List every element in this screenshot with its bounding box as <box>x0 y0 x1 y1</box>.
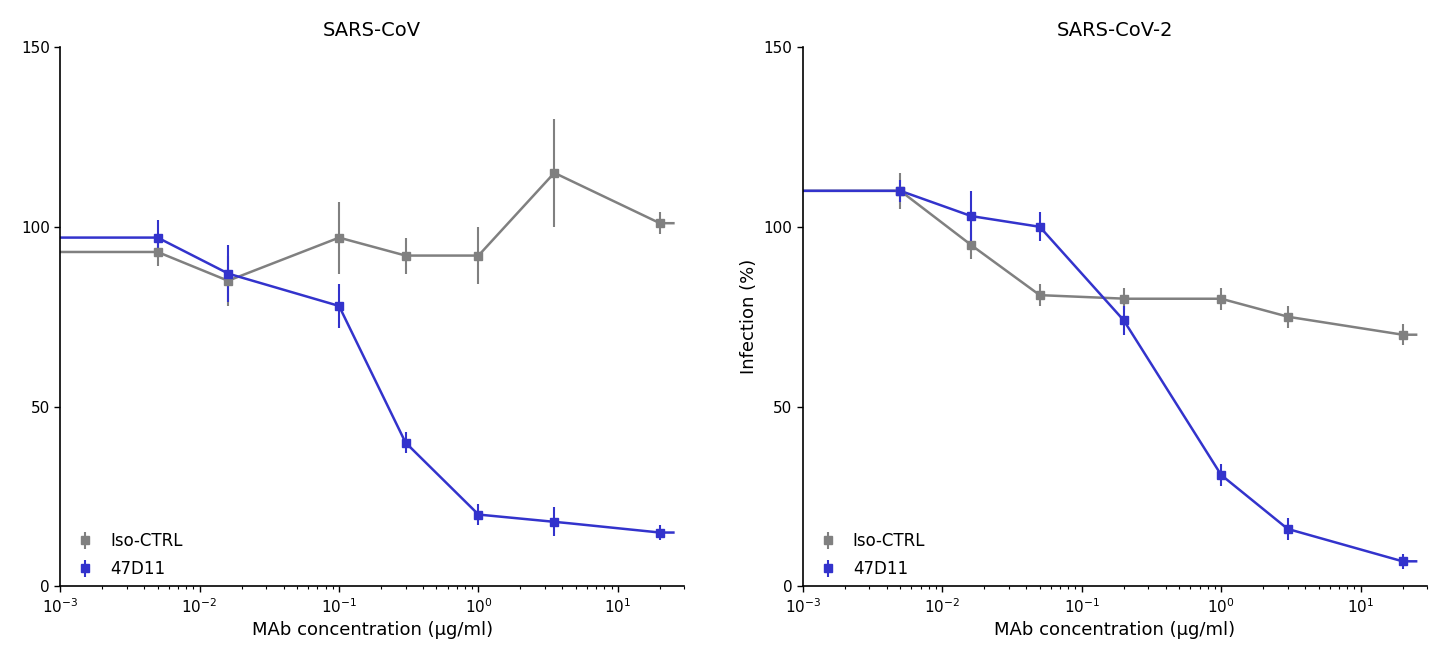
X-axis label: MAb concentration (μg/ml): MAb concentration (μg/ml) <box>252 621 492 639</box>
Legend: Iso-CTRL, 47D11: Iso-CTRL, 47D11 <box>811 532 925 578</box>
X-axis label: MAb concentration (μg/ml): MAb concentration (μg/ml) <box>995 621 1235 639</box>
Title: SARS-CoV-2: SARS-CoV-2 <box>1057 21 1173 40</box>
Y-axis label: Infection (%): Infection (%) <box>740 259 757 374</box>
Legend: Iso-CTRL, 47D11: Iso-CTRL, 47D11 <box>68 532 182 578</box>
Title: SARS-CoV: SARS-CoV <box>323 21 421 40</box>
